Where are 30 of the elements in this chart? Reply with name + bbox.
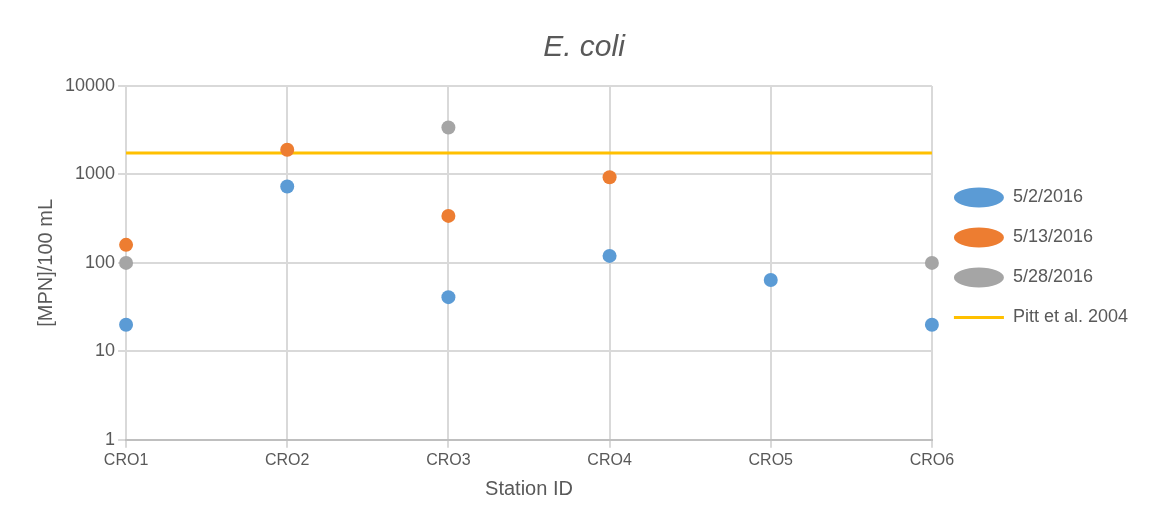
legend-label: 5/2/2016: [1012, 186, 1083, 207]
point: [280, 179, 295, 194]
y-tick-label: 1000: [75, 163, 116, 184]
point: [441, 208, 456, 223]
point: [763, 273, 778, 288]
x-tick-label: CRO1: [103, 450, 149, 468]
point: [441, 120, 456, 135]
point: [119, 317, 134, 332]
x-tick-label: CRO5: [748, 450, 794, 468]
x-tick-label: CRO2: [265, 450, 310, 468]
x-tick-label: CRO6: [909, 450, 955, 468]
chart-title: E. coli: [543, 29, 627, 63]
point: [119, 237, 134, 252]
point: [441, 290, 456, 305]
point: [280, 142, 295, 157]
point: [602, 248, 617, 263]
x-axis-title: Station ID: [485, 476, 573, 499]
y-tick-label: 10000: [64, 74, 116, 95]
y-tick-label: 1: [105, 428, 116, 449]
point: [924, 255, 939, 270]
x-tick-label: CRO3: [426, 450, 471, 468]
legend-label: Pitt et al. 2004: [1012, 306, 1128, 327]
y-axis-title: [MPN]/100 mL: [33, 198, 56, 327]
legend-label: 5/13/2016: [1012, 226, 1093, 247]
x-tick-label: CRO4: [587, 450, 632, 468]
point: [924, 317, 939, 332]
point: [602, 170, 617, 185]
y-tick-label: 10: [95, 340, 116, 361]
y-tick-label: 100: [85, 251, 116, 272]
legend-label: 5/28/2016: [1012, 266, 1093, 287]
